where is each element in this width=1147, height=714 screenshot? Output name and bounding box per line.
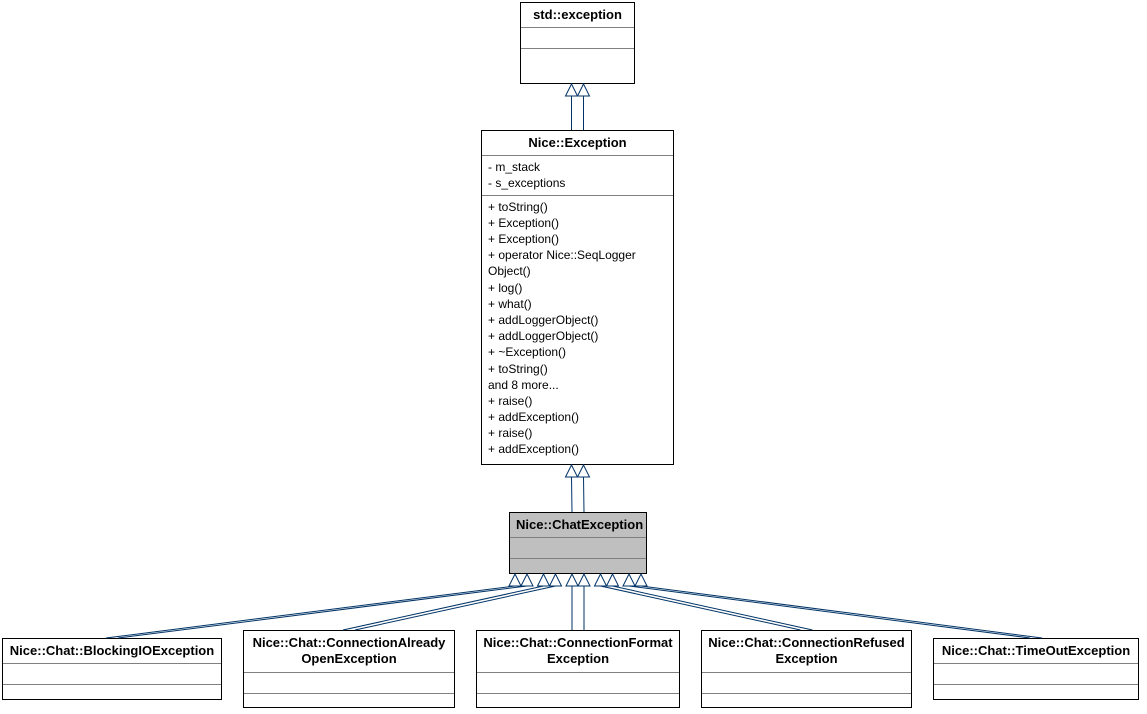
uml-node-timeout[interactable]: Nice::Chat::TimeOutException <box>933 638 1139 700</box>
uml-node-conn-format[interactable]: Nice::Chat::ConnectionFormat Exception <box>476 630 680 708</box>
uml-ops <box>477 694 679 714</box>
uml-ops <box>521 49 634 69</box>
uml-ops <box>934 685 1138 705</box>
uml-attrs <box>510 538 646 559</box>
uml-title: Nice::Chat::TimeOutException <box>934 639 1138 664</box>
uml-attrs <box>3 664 221 685</box>
uml-node-nice-exception[interactable]: Nice::Exception - m_stack - s_exceptions… <box>481 130 674 465</box>
uml-node-conn-refused[interactable]: Nice::Chat::ConnectionRefused Exception <box>701 630 912 708</box>
uml-attrs <box>477 673 679 694</box>
uml-attrs <box>521 28 634 49</box>
uml-node-conn-already-open[interactable]: Nice::Chat::ConnectionAlready OpenExcept… <box>243 630 455 708</box>
uml-node-std-exception[interactable]: std::exception <box>520 2 635 84</box>
uml-ops <box>3 685 221 705</box>
uml-title: Nice::Exception <box>482 131 673 156</box>
uml-title: Nice::ChatException <box>510 513 646 538</box>
uml-attrs: - m_stack - s_exceptions <box>482 156 673 195</box>
uml-title: Nice::Chat::BlockingIOException <box>3 639 221 664</box>
uml-attrs <box>244 673 454 694</box>
uml-ops <box>510 559 646 579</box>
uml-title: Nice::Chat::ConnectionFormat Exception <box>477 631 679 673</box>
uml-attrs <box>934 664 1138 685</box>
uml-ops <box>702 694 911 714</box>
uml-title: std::exception <box>521 3 634 28</box>
uml-node-blocking-io[interactable]: Nice::Chat::BlockingIOException <box>2 638 222 700</box>
uml-node-chat-exception[interactable]: Nice::ChatException <box>509 512 647 574</box>
uml-ops <box>244 694 454 714</box>
uml-ops: + toString() + Exception() + Exception()… <box>482 196 673 461</box>
uml-title: Nice::Chat::ConnectionAlready OpenExcept… <box>244 631 454 673</box>
uml-attrs <box>702 673 911 694</box>
uml-title: Nice::Chat::ConnectionRefused Exception <box>702 631 911 673</box>
